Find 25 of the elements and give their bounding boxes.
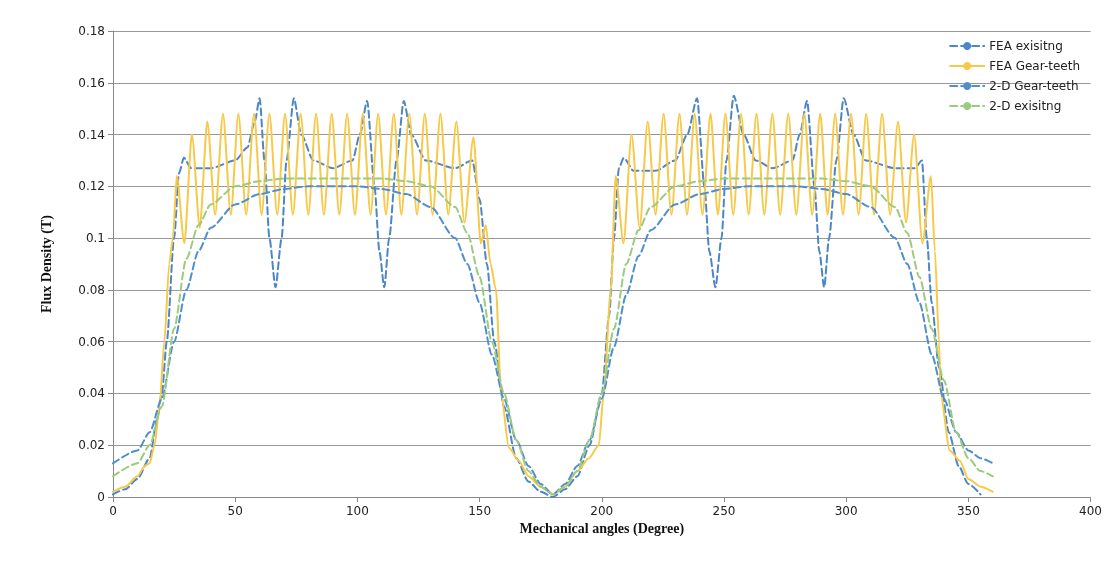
legend-label: 2-D exisitng (989, 99, 1062, 113)
x-tick-label: 100 (345, 504, 369, 518)
y-tick-label: 0.18 (78, 24, 105, 38)
x-tick-label: 50 (227, 504, 243, 518)
y-tick-label: 0.12 (78, 179, 105, 194)
legend-label: FEA exisitng (989, 39, 1063, 53)
y-tick-label: 0.04 (78, 386, 105, 401)
y-tick-label: 0.06 (78, 334, 105, 349)
x-tick-label: 0 (109, 504, 117, 518)
x-tick-label: 300 (834, 504, 858, 518)
x-tick-label: 200 (590, 504, 614, 518)
x-tick-label: 250 (712, 504, 736, 518)
y-tick-label: 0.08 (78, 282, 105, 297)
y-tick-label: 0.02 (78, 438, 105, 453)
legend-label: 2-D Gear-teeth (989, 79, 1079, 93)
y-axis-title: Flux Density (T) (38, 214, 55, 313)
y-tick-label: 0.14 (78, 127, 105, 142)
x-tick-label: 350 (956, 504, 980, 518)
legend-label: FEA Gear-teeth (989, 59, 1081, 73)
y-tick-label: 0 (97, 490, 105, 504)
x-tick-label: 400 (1079, 504, 1102, 518)
y-tick-label: 0.1 (85, 231, 105, 246)
y-tick-label: 0.16 (78, 75, 105, 90)
x-tick-label: 150 (468, 504, 492, 518)
x-axis-title: Mechanical angles (Degree) (519, 521, 685, 538)
